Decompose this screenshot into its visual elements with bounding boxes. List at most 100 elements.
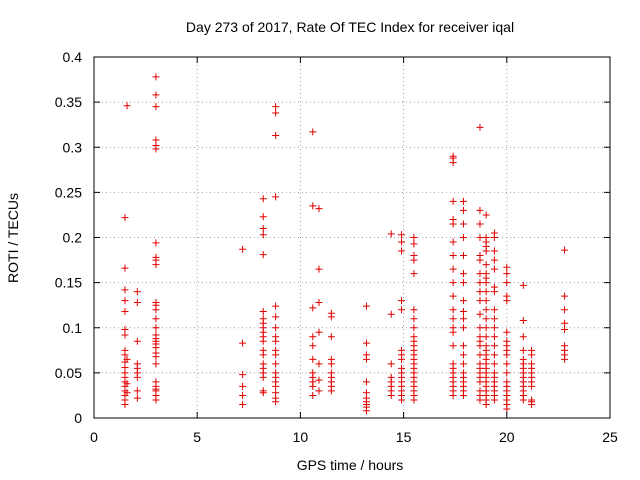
data-point [490, 306, 498, 314]
data-point [410, 396, 418, 404]
data-point [123, 389, 131, 397]
data-point [239, 245, 247, 253]
data-point [309, 391, 317, 399]
data-point [121, 297, 129, 305]
data-point [272, 132, 280, 140]
data-point [309, 128, 317, 136]
data-point [315, 265, 323, 273]
data-point [387, 310, 395, 318]
data-point [519, 346, 527, 354]
data-point [123, 355, 131, 363]
y-tick-label: 0.4 [63, 49, 83, 65]
data-point [133, 337, 141, 345]
data-point [449, 197, 457, 205]
data-point [272, 398, 280, 406]
data-point [272, 337, 280, 345]
data-point [121, 351, 129, 359]
y-tick-label: 0.35 [55, 94, 82, 110]
data-point [561, 246, 569, 254]
data-point [133, 288, 141, 296]
data-point [315, 298, 323, 306]
data-point [309, 382, 317, 390]
data-point [459, 351, 467, 359]
data-point [459, 324, 467, 332]
data-point [152, 145, 160, 153]
y-tick-label: 0.05 [55, 365, 82, 381]
data-point [449, 279, 457, 287]
data-point [519, 333, 527, 341]
data-point [459, 308, 467, 316]
data-point [476, 310, 484, 318]
data-point [503, 351, 511, 359]
x-tick-label: 20 [499, 429, 515, 445]
data-point [459, 234, 467, 241]
data-point [259, 351, 267, 359]
chart-title: Day 273 of 2017, Rate Of TEC Index for r… [186, 19, 514, 35]
data-point [482, 315, 490, 323]
data-point [449, 292, 457, 300]
data-point [561, 355, 569, 363]
data-point [309, 342, 317, 350]
data-point [449, 220, 457, 228]
data-point [459, 315, 467, 323]
data-point [449, 265, 457, 273]
data-point [152, 91, 160, 99]
data-point [459, 297, 467, 305]
data-point [259, 224, 267, 232]
data-point [315, 360, 323, 368]
x-axis-ticks: 0 5 10 15 20 25 [90, 57, 618, 445]
data-point [362, 355, 370, 363]
data-point [152, 103, 160, 111]
data-point [449, 238, 457, 246]
data-point [490, 396, 498, 404]
x-tick-label: 10 [293, 429, 309, 445]
data-point [561, 306, 569, 314]
data-point [121, 308, 129, 316]
data-point [410, 240, 418, 248]
data-points [121, 73, 569, 415]
data-point [482, 306, 490, 314]
data-point [482, 211, 490, 219]
data-point [482, 279, 490, 287]
data-point [410, 306, 418, 314]
data-point [259, 308, 267, 316]
data-point [410, 270, 418, 278]
y-tick-label: 0.2 [63, 230, 83, 246]
data-point [459, 197, 467, 205]
data-point [398, 238, 406, 246]
data-point [410, 234, 418, 241]
x-tick-label: 0 [90, 429, 98, 445]
data-point [133, 394, 141, 402]
data-point [152, 315, 160, 323]
y-axis-ticks: 0 0.05 0.1 0.15 0.2 0.25 0.3 0.35 0.4 [55, 49, 610, 426]
data-point [259, 337, 267, 345]
data-point [459, 206, 467, 214]
data-point [272, 351, 280, 359]
data-point [503, 369, 511, 377]
data-point [272, 193, 280, 201]
data-point [152, 306, 160, 314]
data-point [259, 389, 267, 397]
data-point [272, 103, 280, 111]
data-point [123, 380, 131, 388]
data-point [239, 371, 247, 379]
data-point [272, 360, 280, 368]
data-point [503, 279, 511, 287]
data-point [239, 391, 247, 399]
data-point [459, 252, 467, 260]
data-point [398, 355, 406, 363]
x-tick-label: 25 [602, 429, 618, 445]
data-point [490, 234, 498, 241]
data-point [152, 396, 160, 404]
data-point [398, 247, 406, 255]
data-point [490, 351, 498, 359]
data-point [272, 313, 280, 321]
data-point [476, 234, 484, 241]
data-point [152, 73, 160, 81]
data-point [449, 328, 457, 336]
data-point [152, 353, 160, 361]
data-point [459, 391, 467, 399]
data-point [449, 315, 457, 323]
data-point [387, 391, 395, 399]
data-point [309, 333, 317, 341]
